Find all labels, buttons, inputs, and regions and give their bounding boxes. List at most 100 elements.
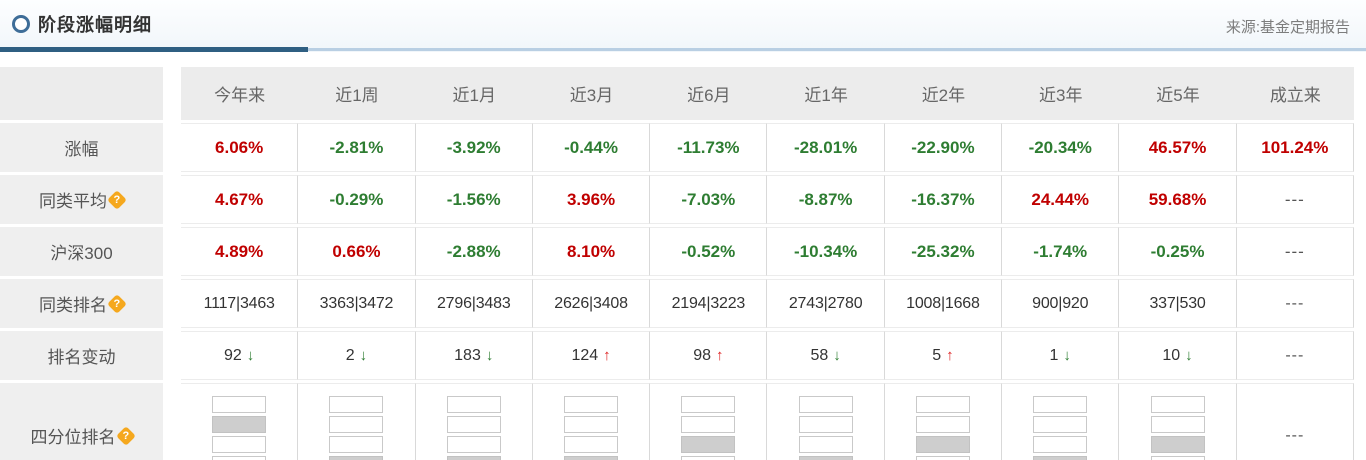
quartile-segment bbox=[1033, 396, 1088, 413]
column-header: 近2年 bbox=[884, 67, 1003, 120]
table-row: 排名变动 92 ↓ 2 ↓ 183 ↓ 124 ↑ 98 ↑ 58 ↓ 5 ↑ 1 ↓ 10 ↓ --- bbox=[0, 331, 1354, 380]
quartile-segment bbox=[1150, 416, 1205, 433]
value-cell: 2 ↓ bbox=[298, 331, 416, 380]
value-cell: 92 ↓ bbox=[181, 331, 299, 380]
value-cell: --- bbox=[1236, 227, 1354, 276]
value-cell: -11.73% bbox=[650, 123, 768, 172]
section-bullet-icon bbox=[12, 15, 30, 33]
column-header: 今年来 bbox=[181, 67, 299, 120]
row-label: 沪深300 bbox=[0, 227, 163, 276]
quartile-bar-icon bbox=[212, 396, 267, 460]
quartile-segment bbox=[212, 416, 267, 433]
quartile-segment bbox=[212, 436, 267, 453]
value-cell: 101.24% bbox=[1236, 123, 1354, 172]
quartile-segment bbox=[564, 416, 619, 433]
table-row: 同类平均? 4.67% -0.29% -1.56% 3.96% -7.03% -8.87% -… bbox=[0, 175, 1354, 224]
value-cell: 4.67% bbox=[181, 175, 299, 224]
quartile-segment bbox=[1150, 436, 1205, 453]
section-title: 阶段涨幅明细 bbox=[38, 15, 152, 35]
value-cell: -3.92% bbox=[415, 123, 533, 172]
row-label: 四分位排名? bbox=[0, 383, 163, 460]
down-arrow-icon: ↓ bbox=[485, 347, 494, 364]
value-cell: 8.10% bbox=[532, 227, 651, 276]
column-header: 近3年 bbox=[1002, 67, 1120, 120]
value-cell: 46.57% bbox=[1119, 123, 1237, 172]
table-row: 涨幅 6.06% -2.81% -3.92% -0.44% -11.73% -28.01% -… bbox=[0, 123, 1354, 172]
table-header-row: 今年来 近1周 近1月 近3月 近6月 近1年 近2年 近3年 近5年 成立来 bbox=[0, 67, 1354, 120]
down-arrow-icon: ↓ bbox=[359, 347, 368, 364]
quartile-segment bbox=[212, 396, 267, 413]
quartile-segment bbox=[798, 396, 853, 413]
corner-cell bbox=[0, 67, 163, 120]
value-cell: -0.29% bbox=[298, 175, 416, 224]
table-row: 四分位排名? --- bbox=[0, 383, 1354, 460]
value-cell: 98 ↑ bbox=[650, 331, 768, 380]
quartile-bar-icon bbox=[564, 396, 619, 460]
quartile-segment bbox=[329, 436, 384, 453]
value-cell: -16.37% bbox=[884, 175, 1003, 224]
source-label: 来源:基金定期报告 bbox=[1225, 19, 1350, 36]
table-row: 沪深300 4.89% 0.66% -2.88% 8.10% -0.52% -10.34% -… bbox=[0, 227, 1354, 276]
value-cell: 5 ↑ bbox=[884, 331, 1003, 380]
value-cell: 58 ↓ bbox=[767, 331, 885, 380]
help-icon[interactable]: ? bbox=[107, 189, 127, 210]
value-cell: --- bbox=[1236, 175, 1354, 224]
quartile-segment bbox=[915, 396, 970, 413]
value-cell: 4.89% bbox=[181, 227, 299, 276]
quartile-bar-icon bbox=[1150, 396, 1205, 460]
quartile-segment bbox=[329, 396, 384, 413]
section-header: 阶段涨幅明细 来源:基金定期报告 bbox=[0, 0, 1366, 52]
quartile-bar-icon bbox=[798, 396, 853, 460]
value-cell: -1.74% bbox=[1002, 227, 1120, 276]
value-cell: --- bbox=[1236, 383, 1354, 460]
quartile-segment bbox=[564, 456, 619, 460]
down-arrow-icon: ↓ bbox=[833, 347, 841, 364]
value-cell bbox=[767, 383, 885, 460]
quartile-segment bbox=[681, 396, 736, 413]
quartile-bar-icon bbox=[1033, 396, 1088, 460]
value-cell: -10.34% bbox=[767, 227, 885, 276]
quartile-segment bbox=[798, 416, 853, 433]
value-cell: 2796|3483 bbox=[415, 279, 533, 328]
quartile-segment bbox=[915, 436, 970, 453]
value-cell bbox=[532, 383, 651, 460]
quartile-segment bbox=[446, 416, 501, 433]
value-cell: 2743|2780 bbox=[767, 279, 885, 328]
value-cell: 124 ↑ bbox=[532, 331, 651, 380]
section-underline bbox=[0, 47, 1366, 52]
value-cell: 183 ↓ bbox=[415, 331, 533, 380]
row-label: 同类排名? bbox=[0, 279, 163, 328]
value-cell bbox=[884, 383, 1003, 460]
quartile-segment bbox=[798, 436, 853, 453]
quartile-segment bbox=[446, 436, 501, 453]
value-cell bbox=[415, 383, 533, 460]
quartile-segment bbox=[915, 456, 970, 460]
value-cell: -7.03% bbox=[650, 175, 768, 224]
row-label: 同类平均? bbox=[0, 175, 163, 224]
value-cell: -0.52% bbox=[650, 227, 768, 276]
quartile-segment bbox=[798, 456, 853, 460]
help-icon[interactable]: ? bbox=[107, 293, 127, 314]
column-header: 近6月 bbox=[650, 67, 768, 120]
value-cell bbox=[1002, 383, 1120, 460]
column-header: 近3月 bbox=[532, 67, 651, 120]
quartile-segment bbox=[329, 456, 384, 460]
quartile-segment bbox=[681, 436, 736, 453]
quartile-segment bbox=[1033, 436, 1088, 453]
value-cell: --- bbox=[1236, 331, 1354, 380]
value-cell bbox=[1119, 383, 1237, 460]
value-cell: -0.44% bbox=[532, 123, 651, 172]
quartile-bar-icon bbox=[915, 396, 970, 460]
value-cell: -2.81% bbox=[298, 123, 416, 172]
quartile-segment bbox=[446, 396, 501, 413]
value-cell: 2194|3223 bbox=[650, 279, 768, 328]
quartile-segment bbox=[212, 456, 267, 460]
quartile-segment bbox=[681, 416, 736, 433]
table-row: 同类排名? 1117|3463 3363|3472 2796|3483 2626|340… bbox=[0, 279, 1354, 328]
value-cell: --- bbox=[1236, 279, 1354, 328]
quartile-bar-icon bbox=[446, 396, 501, 460]
value-cell: 0.66% bbox=[298, 227, 416, 276]
help-icon[interactable]: ? bbox=[115, 425, 136, 446]
column-header: 近1年 bbox=[767, 67, 885, 120]
value-cell: 900|920 bbox=[1002, 279, 1120, 328]
